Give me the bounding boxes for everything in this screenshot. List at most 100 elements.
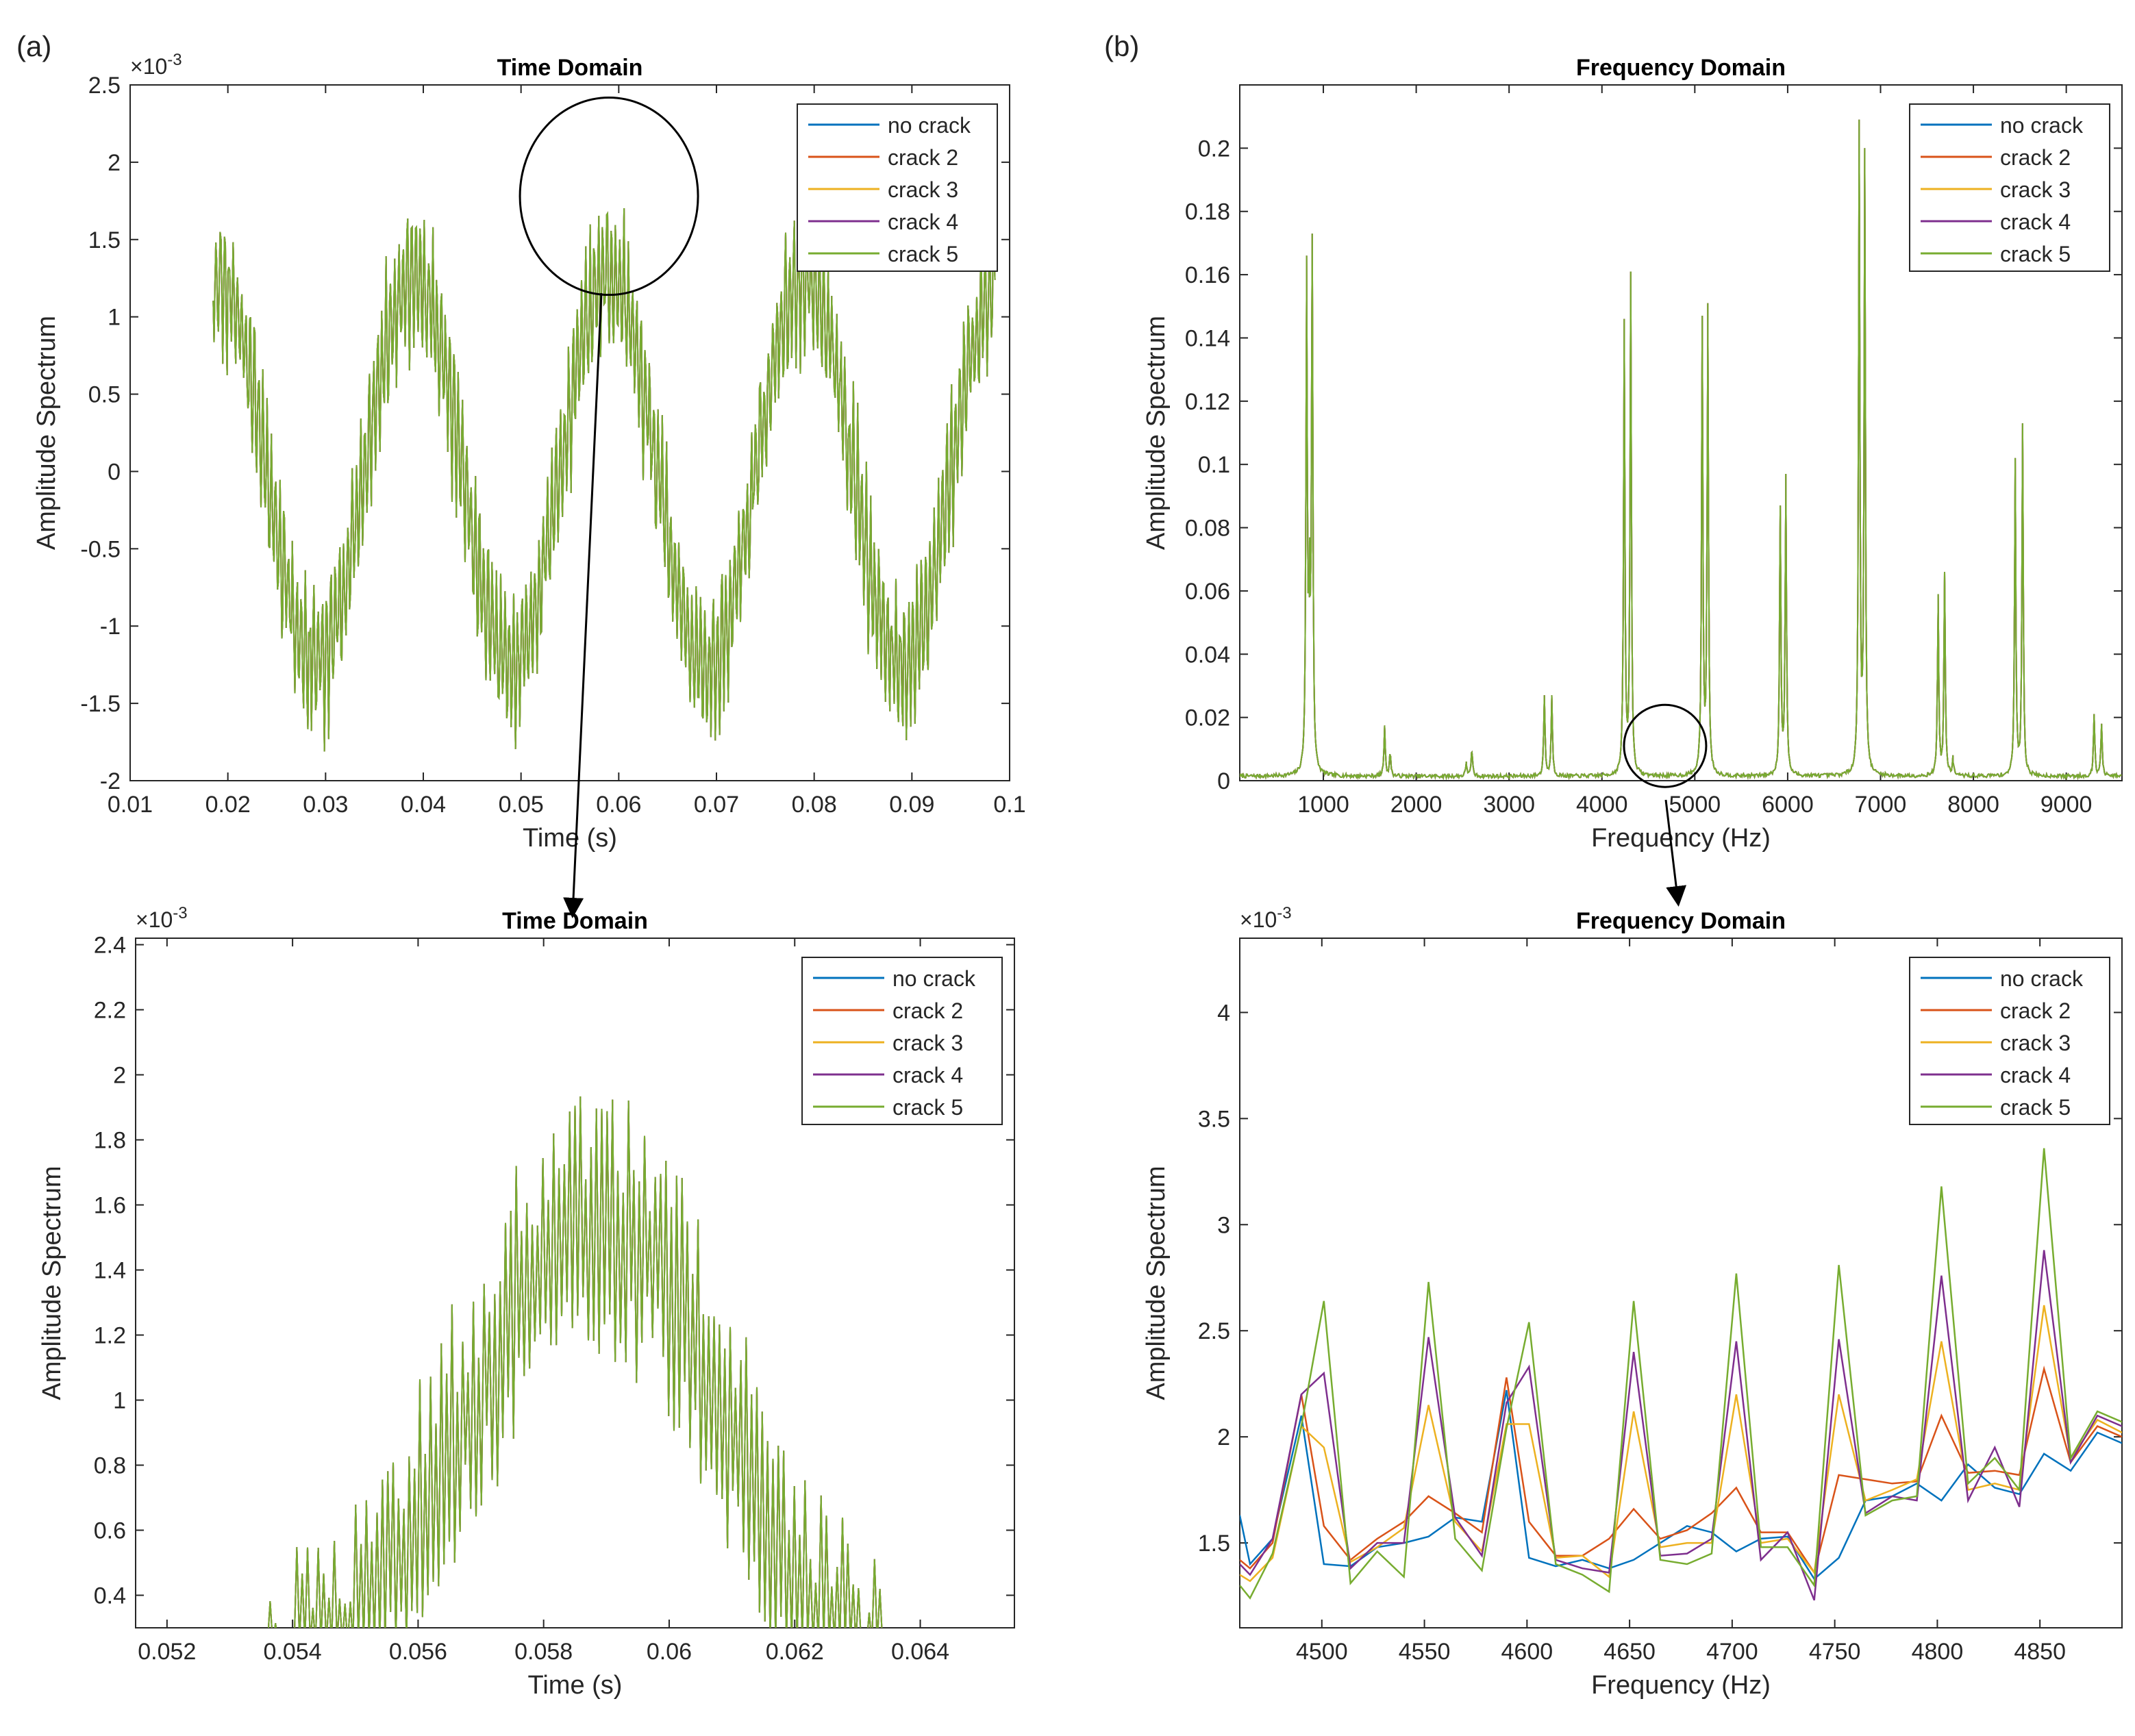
legend-entry: crack 3 [892,1031,963,1055]
exponent-base: ×10 [130,54,167,79]
y-tick-label: 0.5 [88,382,121,408]
y-tick-label: 2.5 [1198,1318,1230,1344]
legend-entry: no crack [888,113,971,138]
y-axis-label: Amplitude Spectrum [1142,316,1171,550]
y-tick-label: 0.02 [1185,705,1230,731]
exponent-base: ×10 [1240,907,1277,932]
y-tick-label: 1.5 [88,227,121,253]
legend-entry: crack 4 [888,210,958,234]
x-tick-label: 0.1 [993,792,1025,818]
x-tick-label: 4550 [1399,1639,1451,1665]
x-axis-label: Time (s) [523,824,617,853]
axis-exponent: ×10-3 [130,51,182,79]
frequency-domain-zoom-chart: 4500 4550 4600 4650 4700 4750 4800 4850 1.5 2 2.5 3… [1142,904,2123,1700]
y-tick-label: 0 [1217,768,1230,794]
y-tick-label: 2.5 [88,73,121,99]
y-tick-label: 0.1 [1198,452,1230,478]
x-tick-label: 5000 [1669,792,1721,818]
legend-entry: crack 5 [2000,1095,2071,1120]
x-tick-label: 4600 [1501,1639,1553,1665]
x-tick-label: 4500 [1296,1639,1348,1665]
legend-entry: no crack [892,966,976,991]
zoom-circle [1623,703,1708,788]
legend-entry: crack 5 [2000,242,2071,266]
chart-title: Time Domain [502,908,648,934]
zoom-circle [519,97,699,297]
x-tick-label: 9000 [2040,792,2093,818]
y-tick-label: 0.16 [1185,262,1230,288]
x-tick-label: 0.06 [596,792,641,818]
y-tick-label: 0.2 [1198,136,1230,162]
x-tick-label: 0.09 [889,792,934,818]
x-tick-label: 0.056 [389,1639,447,1665]
y-tick-label: 0.14 [1185,325,1230,351]
y-axis-label: Amplitude Spectrum [32,316,61,550]
x-tick-label: 0.07 [694,792,739,818]
y-tick-label: 4 [1217,1000,1230,1026]
chart-title: Time Domain [497,55,643,81]
time-domain-chart: 0.01 0.02 0.03 0.04 0.05 0.06 0.07 0.08 0.09 0.1 -… [32,51,1026,853]
y-tick-label: 1.8 [94,1128,126,1154]
series-line-crack-5 [212,203,996,752]
x-tick-label: 0.08 [792,792,837,818]
x-tick-label: 0.05 [499,792,544,818]
legend-entry: no crack [2000,113,2084,138]
y-tick-label: 2 [1217,1424,1230,1450]
y-tick-label: 1.6 [94,1193,126,1219]
legend-entry: no crack [2000,966,2084,991]
series-line-crack-2 [1240,1366,2122,1575]
legend-entry: crack 2 [2000,145,2071,170]
x-tick-label: 0.064 [891,1639,949,1665]
series-line-crack-3 [1240,1305,2122,1583]
series-line-crack-5 [1240,1148,2122,1600]
y-tick-label: 3 [1217,1212,1230,1238]
y-tick-label: 0.18 [1185,199,1230,225]
zoom-arrows [563,292,1687,918]
y-tick-label: 2.4 [94,933,126,959]
x-tick-label: 4000 [1576,792,1628,818]
panel-label-b: (b) [1104,30,1140,62]
zoom-arrow-time [563,292,603,918]
legend-box [797,103,998,272]
x-tick-label: 4800 [1912,1639,1964,1665]
y-tick-label: 2.2 [94,998,126,1024]
y-tick-label: 3.5 [1198,1106,1230,1132]
y-axis-label: Amplitude Spectrum [1142,1166,1171,1400]
legend-entry: crack 3 [2000,177,2071,202]
exponent-base: ×10 [136,907,173,932]
y-axis-label: Amplitude Spectrum [38,1166,66,1400]
legend-entry: crack 5 [892,1095,963,1120]
legend-entry: crack 2 [888,145,958,170]
x-tick-label: 8000 [1947,792,1999,818]
x-tick-label: 0.02 [205,792,251,818]
x-tick-label: 4700 [1706,1639,1758,1665]
series-group [1240,1148,2122,1601]
x-tick-label: 0.06 [647,1639,692,1665]
legend-entry: crack 2 [2000,998,2071,1023]
x-tick-label: 0.04 [401,792,446,818]
axis-exponent: ×10-3 [136,904,188,933]
series-group [212,203,996,752]
chart-title: Frequency Domain [1576,908,1786,934]
x-tick-label: 0.058 [514,1639,573,1665]
exponent-power: -3 [167,51,182,69]
x-tick-label: 0.03 [303,792,348,818]
time-domain-zoom-chart: 0.052 0.054 0.056 0.058 0.06 0.062 0.064 0.4 0.6… [38,904,1015,1700]
chart-title: Frequency Domain [1576,55,1786,81]
y-tick-label: 0.04 [1185,642,1230,668]
panel-label-a: (a) [16,30,52,62]
y-tick-label: 1.2 [94,1323,126,1349]
axis-exponent: ×10-3 [1240,904,1292,933]
y-tick-label: 0.4 [94,1583,126,1609]
legend-entry: crack 4 [892,1063,963,1087]
y-tick-label: 1 [108,305,121,331]
x-tick-label: 1000 [1297,792,1349,818]
x-tick-label: 0.062 [766,1639,824,1665]
x-tick-label: 7000 [1855,792,1907,818]
y-tick-label: 0 [108,459,121,485]
y-tick-label: 0.12 [1185,389,1230,415]
x-tick-label: 6000 [1762,792,1814,818]
y-tick-label: 1.5 [1198,1531,1230,1557]
series-group [1240,119,2122,781]
legend-box [1909,103,2110,272]
